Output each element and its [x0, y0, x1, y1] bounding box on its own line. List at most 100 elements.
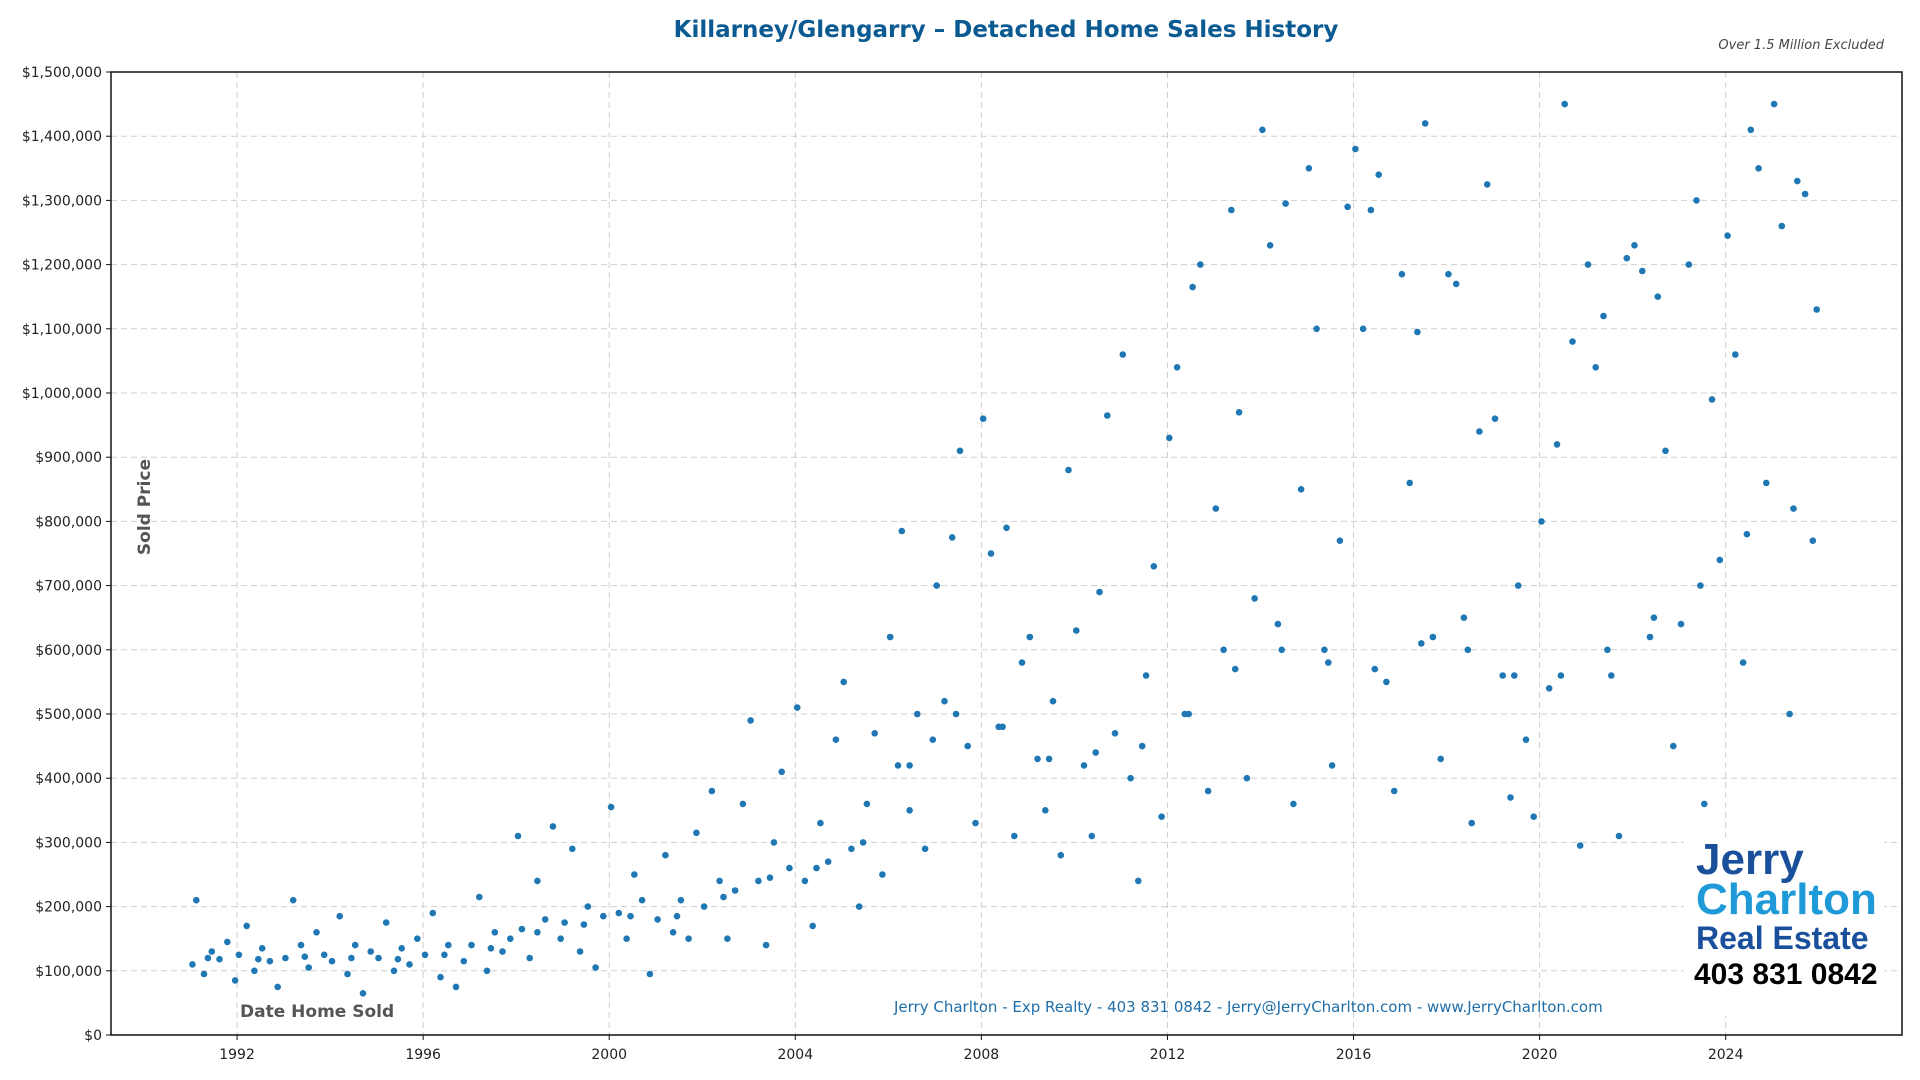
- data-point: [576, 948, 584, 955]
- data-point: [1755, 165, 1762, 172]
- chart-title: Killarney/Glengarry – Detached Home Sale…: [674, 17, 1339, 43]
- data-point: [832, 736, 840, 743]
- y-tick-label: $400,000: [35, 771, 102, 787]
- data-point: [1185, 710, 1192, 718]
- data-point: [1390, 787, 1398, 795]
- data-point: [1654, 293, 1662, 301]
- data-point: [1018, 659, 1026, 666]
- data-point: [1790, 505, 1797, 512]
- data-point: [1460, 614, 1468, 621]
- data-point: [1135, 877, 1142, 885]
- data-point: [801, 877, 809, 885]
- data-point: [514, 832, 522, 840]
- data-point: [933, 582, 940, 589]
- x-tick-label: 1992: [219, 1047, 255, 1063]
- data-point: [1274, 620, 1282, 628]
- data-point: [906, 762, 913, 769]
- data-point: [716, 877, 723, 885]
- data-point: [1786, 710, 1793, 718]
- data-point: [654, 916, 661, 923]
- data-point: [1662, 447, 1669, 455]
- data-point: [1421, 120, 1429, 127]
- data-point: [859, 839, 867, 846]
- data-point: [487, 945, 495, 952]
- data-point: [1739, 659, 1747, 666]
- data-point: [731, 887, 739, 894]
- data-point: [1166, 434, 1173, 442]
- data-point: [631, 871, 638, 878]
- data-point: [1235, 409, 1243, 416]
- y-tick-label: $300,000: [35, 835, 102, 851]
- data-point: [673, 912, 681, 920]
- data-point: [999, 723, 1006, 731]
- x-axis-label: Date Home Sold: [240, 1002, 394, 1022]
- data-point: [1530, 813, 1537, 820]
- logo-line2: Charlton: [1696, 875, 1877, 924]
- data-point: [406, 961, 413, 968]
- data-point: [724, 935, 731, 942]
- data-point: [1499, 672, 1506, 679]
- data-point: [231, 977, 239, 984]
- data-point: [336, 912, 344, 920]
- data-point: [518, 925, 526, 933]
- data-point: [1538, 518, 1545, 525]
- data-point: [638, 896, 646, 904]
- data-point: [1639, 267, 1646, 275]
- data-point: [979, 415, 987, 423]
- data-point: [1371, 665, 1379, 673]
- axis-ticks: $0 $100,000 $200,000 $300,000 $400,000 $500,0…: [22, 65, 1744, 1063]
- x-tick-label: 2008: [964, 1047, 1000, 1063]
- data-point: [1325, 659, 1332, 666]
- data-point: [817, 819, 824, 827]
- data-point: [948, 534, 956, 541]
- data-point: [786, 864, 793, 872]
- data-point: [483, 967, 491, 975]
- y-tick-label: $1,500,000: [22, 65, 102, 81]
- data-point: [1096, 588, 1103, 596]
- data-point: [592, 964, 599, 971]
- data-point: [1437, 755, 1444, 763]
- data-point: [921, 845, 929, 853]
- data-point: [557, 935, 564, 942]
- data-point: [1801, 190, 1809, 198]
- data-point: [1204, 787, 1212, 795]
- data-point: [394, 955, 402, 963]
- data-point: [1034, 755, 1041, 763]
- data-point: [1476, 428, 1483, 435]
- data-point: [1708, 396, 1716, 403]
- data-point: [1716, 556, 1724, 564]
- data-point: [894, 762, 902, 769]
- data-point: [809, 922, 816, 930]
- data-point: [1092, 749, 1099, 756]
- data-point: [1452, 280, 1460, 288]
- data-point: [1290, 800, 1297, 808]
- footer-contact: Jerry Charlton - Exp Realty - 403 831 08…: [893, 998, 1603, 1016]
- data-point: [320, 951, 328, 959]
- data-point: [1623, 254, 1631, 262]
- data-point: [224, 938, 231, 946]
- data-point: [468, 941, 475, 949]
- data-point: [243, 922, 250, 930]
- data-point: [700, 903, 708, 910]
- data-point: [1697, 582, 1704, 589]
- x-tick-label: 2020: [1522, 1047, 1558, 1063]
- data-point: [507, 935, 514, 942]
- data-point: [200, 970, 208, 978]
- data-point: [1813, 306, 1820, 313]
- grid: [111, 72, 1902, 1035]
- data-point: [1770, 100, 1778, 108]
- logo-line3: Real Estate: [1696, 920, 1869, 956]
- data-point: [840, 678, 847, 686]
- data-point: [956, 447, 964, 455]
- data-point: [1545, 685, 1553, 692]
- y-tick-label: $1,100,000: [22, 322, 102, 338]
- data-point: [1414, 328, 1421, 336]
- data-point: [584, 903, 592, 910]
- data-point: [855, 903, 863, 910]
- data-point: [1080, 762, 1088, 769]
- y-tick-label: $1,200,000: [22, 258, 102, 274]
- plot-frame: [110, 71, 1903, 1036]
- data-point: [1383, 678, 1390, 686]
- data-point: [1507, 794, 1514, 801]
- y-tick-label: $800,000: [35, 514, 102, 530]
